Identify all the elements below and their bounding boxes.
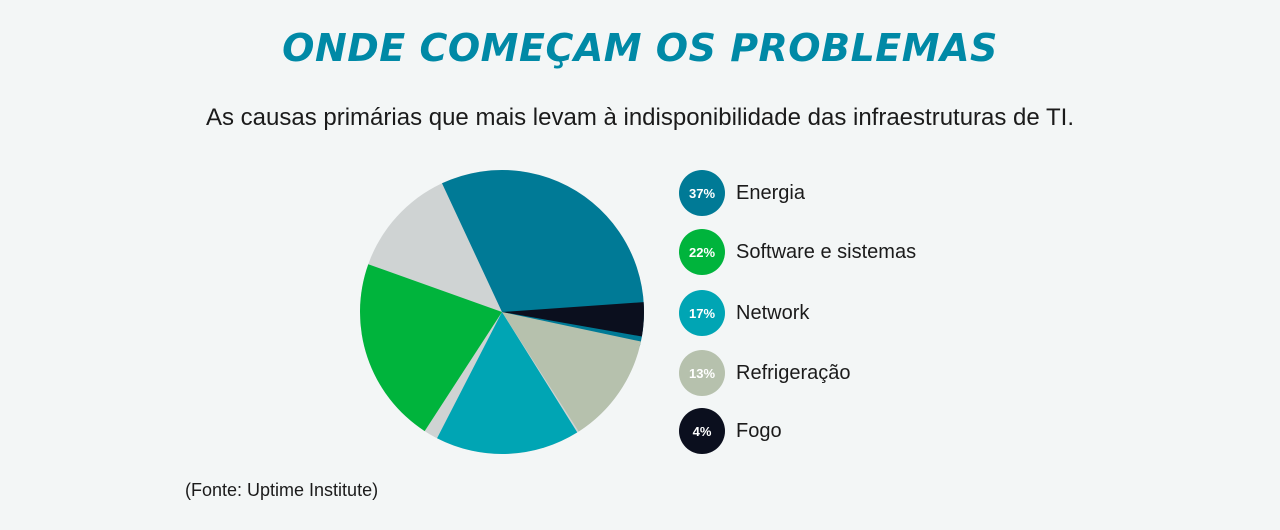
legend-label-energia: Energia	[736, 181, 805, 204]
source-note: (Fonte: Uptime Institute)	[185, 480, 379, 500]
legend-label-network: Network	[736, 301, 810, 324]
legend-label-fogo: Fogo	[736, 419, 782, 442]
pie-chart	[360, 169, 645, 454]
legend-badge-software: 22%	[679, 229, 725, 275]
legend-badge-fogo: 4%	[679, 408, 725, 454]
legend-item-refrigeracao: 13% Refrigeração	[679, 350, 999, 396]
legend-item-software: 22% Software e sistemas	[679, 229, 999, 275]
page-title: ONDE COMEÇAM OS PROBLEMAS	[282, 26, 998, 70]
legend-item-fogo: 4% Fogo	[679, 408, 999, 454]
legend-badge-network: 17%	[679, 290, 725, 336]
legend-label-refrigeracao: Refrigeração	[736, 361, 851, 384]
legend-badge-refrigeracao: 13%	[679, 350, 725, 396]
legend-item-network: 17% Network	[679, 290, 999, 336]
pie-slice-energia	[441, 169, 645, 347]
pie-slice-software	[360, 264, 502, 432]
pie-slice-network	[437, 312, 578, 454]
page-subtitle: As causas primárias que mais levam à ind…	[206, 104, 1074, 131]
legend-badge-energia: 37%	[679, 170, 725, 216]
legend-item-energia: 37% Energia	[679, 170, 999, 216]
legend-label-software: Software e sistemas	[736, 240, 917, 263]
pie-slice-refrigeracao	[502, 312, 641, 432]
pie-slice-fogo	[502, 302, 644, 337]
